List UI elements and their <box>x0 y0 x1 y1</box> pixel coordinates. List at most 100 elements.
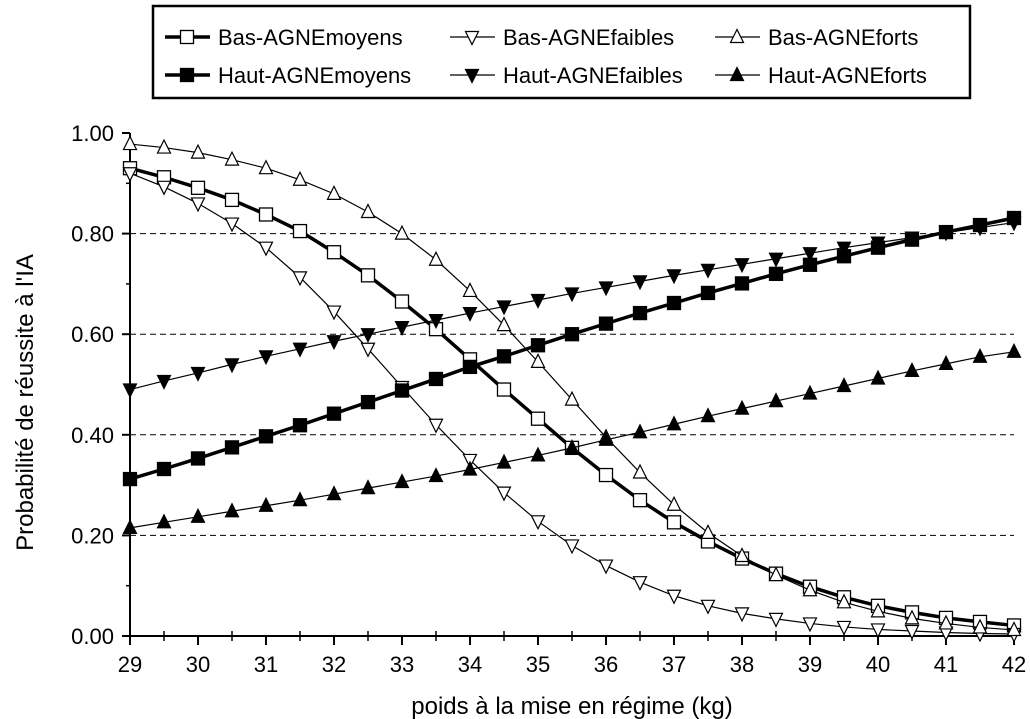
data-point <box>224 217 240 233</box>
y-axis-title: Probabilité de réussite à l'IA <box>12 254 39 551</box>
legend-swatch-marker <box>729 66 745 82</box>
data-point <box>632 423 648 439</box>
data-point <box>530 293 546 309</box>
data-point <box>394 473 410 489</box>
data-point <box>224 358 240 374</box>
data-point <box>394 321 410 336</box>
data-point <box>292 342 308 358</box>
data-point <box>360 328 376 344</box>
data-point <box>258 241 274 257</box>
data-point <box>564 539 580 555</box>
data-point <box>938 355 954 370</box>
data-point <box>292 418 308 433</box>
data-point <box>1006 342 1022 358</box>
data-point <box>258 159 274 175</box>
data-point <box>870 369 886 385</box>
data-point <box>598 281 614 297</box>
data-point <box>870 623 886 639</box>
y-tick-label: 0.80 <box>71 222 114 247</box>
data-point <box>734 399 750 415</box>
data-point <box>598 430 614 446</box>
x-tick-label: 37 <box>662 652 686 677</box>
data-point <box>564 287 580 303</box>
data-point <box>394 294 410 309</box>
data-point <box>224 192 240 208</box>
data-point <box>972 221 988 237</box>
data-point <box>768 266 784 281</box>
series-group <box>122 135 1022 643</box>
data-point <box>190 197 206 213</box>
data-point <box>666 515 682 530</box>
data-point <box>224 502 240 518</box>
legend-swatch-marker <box>464 30 480 46</box>
data-point <box>224 150 240 166</box>
data-point <box>292 271 308 287</box>
x-tick-label: 32 <box>322 652 346 677</box>
data-point <box>122 135 138 151</box>
y-tick-label: 0.40 <box>71 423 114 448</box>
data-point <box>564 390 580 406</box>
data-point <box>836 377 852 393</box>
data-point <box>292 223 308 239</box>
data-point <box>224 440 240 455</box>
legend-item: Haut-AGNEmoyens <box>165 63 411 88</box>
data-point <box>292 170 308 186</box>
x-tick-label: 31 <box>254 652 278 677</box>
x-tick-label: 38 <box>730 652 754 677</box>
data-point <box>496 316 512 332</box>
data-point <box>326 485 342 501</box>
data-point <box>428 250 444 266</box>
data-point <box>156 513 172 529</box>
data-point <box>870 602 886 618</box>
x-axis-title: poids à la mise en régime (kg) <box>411 693 732 719</box>
data-point <box>428 418 444 434</box>
data-point <box>734 607 750 623</box>
data-point <box>768 392 784 408</box>
data-point <box>326 335 342 351</box>
data-point <box>360 268 376 283</box>
data-point <box>190 507 206 523</box>
data-point <box>700 263 716 279</box>
legend-swatch-marker <box>179 67 195 83</box>
data-point <box>394 224 410 240</box>
data-point <box>496 453 512 469</box>
data-point <box>632 305 648 321</box>
x-tick-label: 39 <box>798 652 822 677</box>
data-point <box>462 359 478 375</box>
data-point <box>700 599 716 615</box>
data-point <box>700 285 716 301</box>
data-point <box>666 295 682 311</box>
data-point <box>122 519 138 534</box>
data-point <box>258 429 274 444</box>
x-tick-label: 33 <box>390 652 414 677</box>
data-point <box>632 275 648 291</box>
data-point <box>564 439 580 454</box>
data-point <box>190 366 206 382</box>
x-tick-label: 30 <box>186 652 210 677</box>
data-point <box>938 614 954 630</box>
data-point <box>190 180 206 195</box>
data-point <box>870 236 886 252</box>
data-point <box>700 407 716 423</box>
data-point <box>666 589 682 605</box>
data-point <box>836 620 852 636</box>
data-point <box>972 347 988 363</box>
data-point <box>156 461 172 477</box>
x-tick-label: 40 <box>866 652 890 677</box>
data-point <box>496 349 512 364</box>
legend-label: Bas-AGNEmoyens <box>218 25 403 50</box>
x-tick-label: 41 <box>934 652 958 677</box>
data-point <box>496 300 512 316</box>
data-point <box>428 314 444 329</box>
legend-label: Haut-AGNEmoyens <box>218 63 411 88</box>
data-point <box>598 559 614 575</box>
data-point <box>326 185 342 200</box>
data-point <box>632 576 648 592</box>
y-tick-label: 0.00 <box>71 624 114 649</box>
x-tick-label: 29 <box>118 652 142 677</box>
legend: Bas-AGNEmoyens Bas-AGNEfaibles Bas-AGNEfor… <box>151 4 972 100</box>
data-point <box>802 384 818 400</box>
data-point <box>326 305 342 321</box>
legend-label: Haut-AGNEforts <box>768 63 927 88</box>
